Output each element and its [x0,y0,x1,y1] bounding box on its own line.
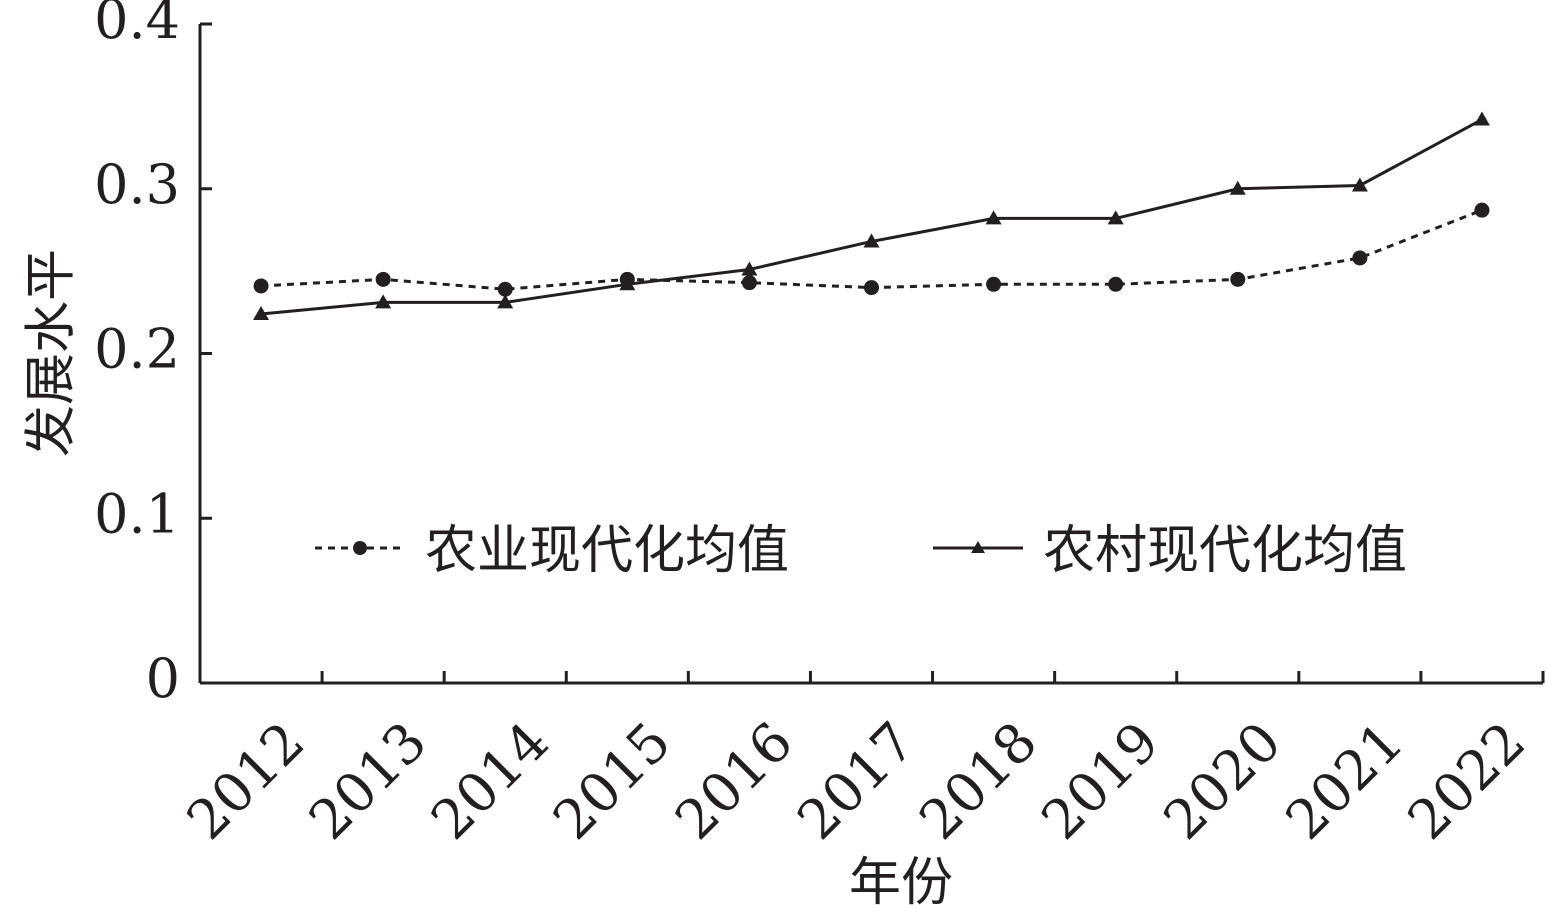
x-tick-label: 2013 [297,710,439,852]
x-axis-label: 年份 [849,853,953,913]
legend: 农业现代化均值 农村现代化均值 [315,521,1407,581]
y-tick-label: 0 [146,647,180,710]
x-tick-label: 2018 [907,710,1049,852]
data-point-circle [1230,271,1246,287]
y-axis-label: 发展水平 [22,249,82,457]
legend-marker-triangle [971,541,985,553]
y-tick-label: 0.1 [94,482,180,545]
x-tick-label: 2012 [175,710,317,852]
x-tick-label: 2021 [1274,710,1416,852]
data-point-circle [741,275,757,291]
data-point-triangle [1351,177,1368,192]
y-tick-label: 0.3 [94,153,180,216]
x-tick-label: 2019 [1029,710,1171,852]
data-point-circle [1108,276,1124,292]
data-point-circle [1474,202,1490,218]
x-ticks: 2012201320142015201620172018201920202021… [175,671,1545,852]
series-line-0 [260,208,1483,291]
x-tick-label: 2017 [785,710,927,852]
data-point-triangle [1473,111,1490,126]
x-tick-label: 2020 [1152,710,1294,852]
legend-item-rural: 农村现代化均值 [933,521,1407,581]
data-point-triangle [253,305,270,320]
data-point-circle [497,281,513,297]
data-point-triangle [863,233,880,248]
y-ticks: 0 0.1 0.2 0.3 0.4 [94,0,212,710]
legend-label-rural: 农村现代化均值 [1043,521,1407,581]
series-layer [253,111,1490,320]
data-point-circle [253,278,269,294]
data-point-triangle [375,294,392,309]
data-point-triangle [1229,180,1246,195]
y-tick-label: 0.4 [94,0,180,51]
legend-label-agriculture: 农业现代化均值 [425,521,789,581]
data-point-circle [1352,250,1368,266]
x-tick-label: 2015 [541,710,683,852]
x-tick-label: 2016 [663,710,805,852]
legend-marker-circle [353,541,367,555]
axes [198,24,1543,685]
data-point-circle [864,280,879,296]
y-tick-label: 0.2 [94,318,180,381]
legend-item-agriculture: 农业现代化均值 [315,521,789,581]
data-point-circle [375,271,391,287]
data-point-circle [986,276,1002,292]
data-point-triangle [985,210,1002,225]
data-point-triangle [497,294,514,309]
data-point-triangle [619,276,636,291]
x-tick-label: 2022 [1396,710,1538,852]
data-point-triangle [741,261,758,276]
data-point-triangle [1107,210,1124,225]
x-tick-label: 2014 [419,710,561,852]
